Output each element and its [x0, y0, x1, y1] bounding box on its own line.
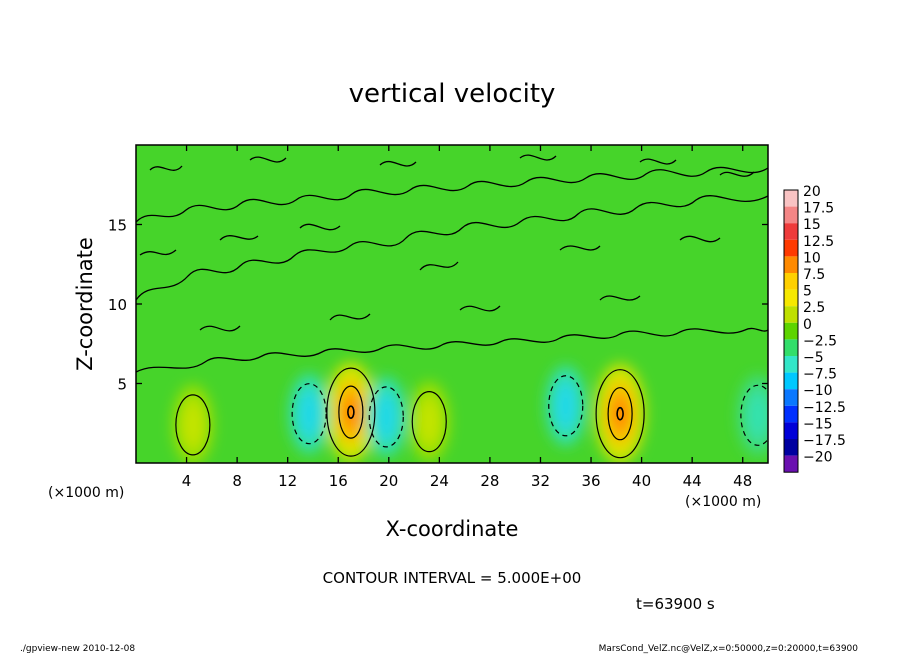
colorbar-swatch — [784, 256, 798, 273]
updraft-contour-peak — [347, 405, 355, 419]
x-tick-label: 36 — [581, 472, 600, 490]
x-tick-label: 28 — [480, 472, 499, 490]
downdraft-contour — [291, 383, 327, 445]
colorbar-label: −10 — [803, 383, 833, 399]
colorbar-label: 20 — [803, 184, 821, 200]
colorbar-label: −2.5 — [803, 333, 837, 349]
downdraft-contour — [740, 384, 768, 446]
time-text: t=63900 s — [636, 595, 715, 613]
plot-background — [136, 145, 768, 463]
plot-area — [135, 144, 769, 464]
colorbar-label: −12.5 — [803, 400, 846, 416]
updraft-peak — [613, 398, 628, 429]
colorbar-label: 10 — [803, 250, 821, 266]
y-axis-label: Z-coordinate — [73, 237, 97, 371]
colorbar-label: 7.5 — [803, 267, 825, 283]
colorbar-swatch — [784, 339, 798, 356]
colorbar-swatch — [784, 389, 798, 406]
x-tick-label: 24 — [430, 472, 449, 490]
colorbar-label: 5 — [803, 284, 812, 300]
footer-right: MarsCond_VelZ.nc@VelZ,x=0:50000,z=0:2000… — [599, 644, 859, 654]
colorbar-swatch — [784, 223, 798, 240]
colorbar-swatch — [784, 322, 798, 340]
colorbar-swatch — [784, 356, 798, 373]
colorbar-swatch — [784, 190, 798, 207]
updraft-contour — [595, 369, 645, 459]
velocity-field — [136, 154, 768, 463]
colorbar-swatch — [784, 439, 798, 456]
x-tick-label: 48 — [733, 472, 752, 490]
colorbar-label: −20 — [803, 450, 833, 466]
contour-line — [139, 223, 721, 332]
chart-title: vertical velocity — [349, 79, 556, 109]
downdraft-core — [746, 391, 768, 440]
x-tick-label: 4 — [182, 472, 192, 490]
colorbar-label: −17.5 — [803, 433, 846, 449]
x-axis-label: X-coordinate — [386, 517, 519, 541]
colorbar-swatch — [784, 405, 798, 423]
colorbar-frame — [783, 189, 799, 473]
footer-left: ./gpview-new 2010-12-08 — [20, 644, 135, 654]
downdraft-core — [375, 392, 398, 441]
contour-line — [136, 327, 768, 373]
updraft-contour-inner — [607, 387, 633, 441]
updraft-core — [181, 400, 204, 449]
colorbar-label: 17.5 — [803, 201, 834, 217]
colorbar-swatch — [784, 289, 798, 307]
colorbar-swatch — [784, 372, 798, 390]
x-tick-label: 16 — [329, 472, 348, 490]
downdraft-contour — [548, 375, 584, 437]
updraft-contour-inner — [338, 385, 364, 439]
colorbar-swatch — [784, 206, 798, 224]
colorbar-label: 12.5 — [803, 234, 834, 250]
x-tick-label: 20 — [379, 472, 398, 490]
y-tick-label: 15 — [108, 217, 127, 235]
y-axis: 5 10 15 — [108, 217, 768, 394]
updraft-core — [418, 397, 441, 446]
x-tick-label: 8 — [232, 472, 242, 490]
updraft-peak — [343, 397, 358, 428]
colorbar-label: 0 — [803, 317, 812, 333]
x-tick-label: 32 — [531, 472, 550, 490]
updraft-contour-peak — [616, 406, 624, 421]
downdraft-core — [554, 381, 577, 430]
x-unit-right: (×1000 m) — [685, 494, 761, 510]
contour-line — [136, 166, 768, 223]
colorbar-label: 2.5 — [803, 300, 825, 316]
contour-lines — [136, 154, 768, 373]
field-blobs — [172, 362, 768, 463]
x-tick-label: 44 — [683, 472, 702, 490]
colorbar: 2017.51512.5107.552.50−2.5−5−7.5−10−12.5… — [783, 184, 846, 473]
colorbar-label: −5 — [803, 350, 824, 366]
x-axis: 4 8 12 16 20 24 28 32 36 40 44 48 — [182, 145, 752, 490]
contour-line — [136, 195, 768, 301]
colorbar-label: −7.5 — [803, 367, 837, 383]
downdraft-core — [298, 389, 321, 438]
colorbar-swatch — [784, 422, 798, 439]
y-tick-label: 10 — [108, 296, 127, 314]
colorbar-swatch — [784, 239, 798, 257]
contour-line — [149, 154, 755, 177]
x-tick-label: 12 — [278, 472, 297, 490]
x-unit-left: (×1000 m) — [48, 485, 124, 501]
updraft-contour — [175, 394, 211, 456]
downdraft-contour — [368, 386, 404, 448]
contour-interval-text: CONTOUR INTERVAL = 5.000E+00 — [323, 569, 582, 587]
colorbar-swatch — [784, 306, 798, 323]
colorbar-swatch — [784, 273, 798, 290]
x-tick-label: 40 — [632, 472, 651, 490]
colorbar-label: −15 — [803, 416, 833, 432]
colorbar-label: 15 — [803, 217, 821, 233]
y-tick-label: 5 — [117, 376, 127, 394]
updraft-contour — [326, 367, 376, 457]
updraft-contour — [411, 391, 447, 453]
colorbar-swatch — [784, 455, 798, 473]
